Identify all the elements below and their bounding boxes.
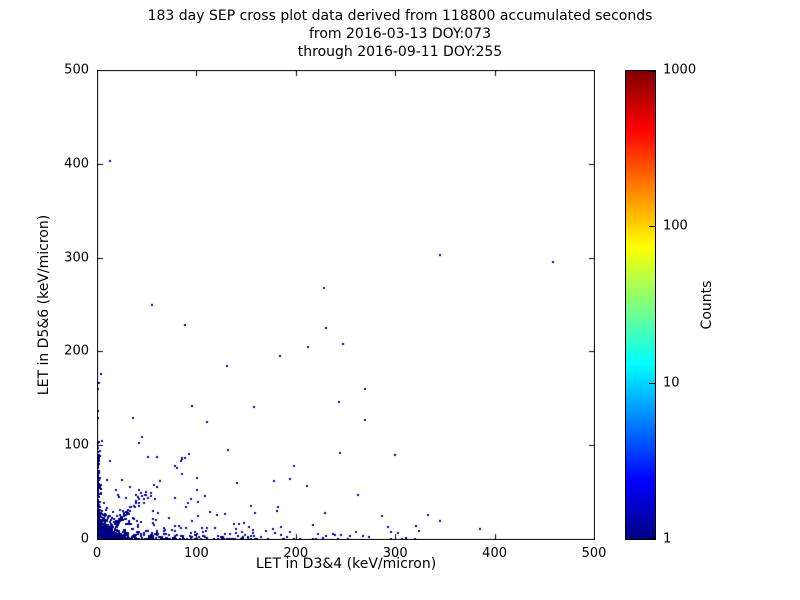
x-axis-label: LET in D3&4 (keV/micron) [255, 556, 437, 572]
y-tick-label: 300 [64, 250, 89, 266]
x-tick-label: 0 [92, 546, 102, 561]
chart-title: 183 day SEP cross plot data derived from… [147, 8, 653, 24]
x-tick-label: 100 [183, 546, 209, 561]
colorbar-tick [649, 226, 655, 227]
colorbar [625, 70, 656, 540]
colorbar-tick [649, 383, 655, 384]
colorbar-tick-label: 1 [663, 531, 672, 547]
y-axis-label: LET in D5&6 (keV/micron) [36, 214, 52, 396]
x-tick-label: 200 [283, 546, 309, 561]
y-tick-label: 100 [64, 437, 89, 453]
x-tick-label: 300 [382, 546, 408, 561]
colorbar-tick-label: 100 [663, 218, 688, 234]
x-tick-label: 500 [581, 546, 607, 561]
colorbar-tick [649, 71, 655, 72]
x-tick-label: 400 [482, 546, 508, 561]
scatter-plot-area [97, 70, 595, 540]
colorbar-tick [649, 538, 655, 539]
y-tick-label: 200 [64, 343, 89, 359]
chart-subtitle-through: through 2016-09-11 DOY:255 [297, 44, 503, 60]
y-tick-label: 500 [64, 62, 89, 78]
colorbar-label: Counts [699, 280, 715, 330]
y-tick-label: 0 [80, 531, 89, 547]
y-tick-label: 400 [64, 156, 89, 172]
chart-subtitle-from: from 2016-03-13 DOY:073 [308, 26, 491, 42]
colorbar-tick-label: 10 [663, 375, 680, 391]
colorbar-tick-label: 1000 [663, 62, 697, 78]
